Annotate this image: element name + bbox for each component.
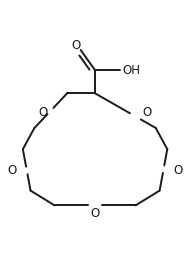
Text: O: O [8,164,17,177]
Text: O: O [38,106,48,119]
Text: O: O [71,39,81,52]
Text: O: O [142,106,151,119]
Text: OH: OH [122,64,140,77]
Text: O: O [90,207,100,220]
Text: O: O [173,164,183,177]
